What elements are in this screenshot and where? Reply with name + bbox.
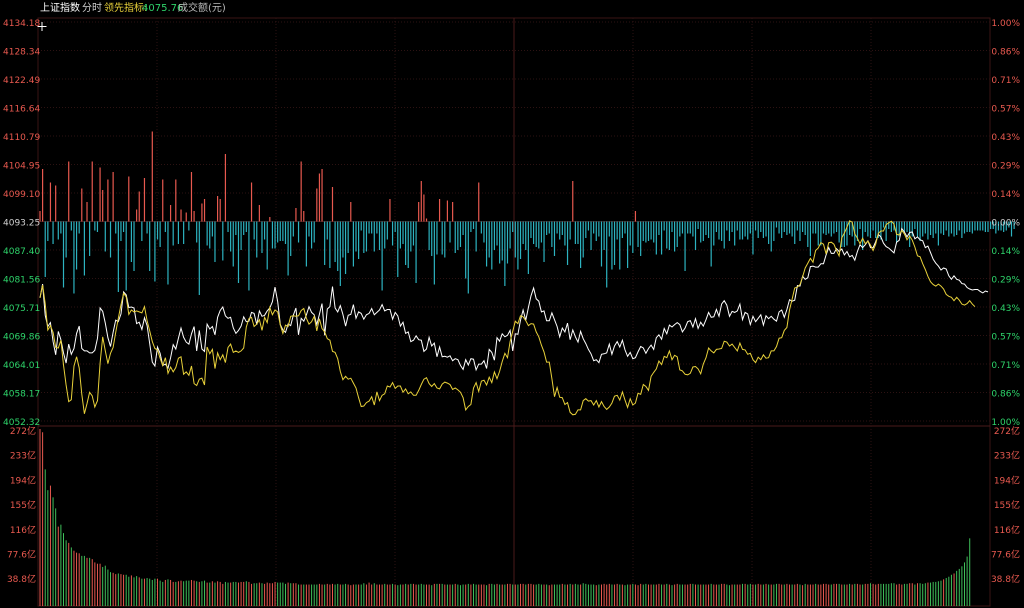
percent-tick-label: 0.29% (991, 162, 1020, 172)
volume-tick-label-right: 272亿 (994, 425, 1020, 437)
volume-tick-label-right: 116亿 (994, 524, 1020, 536)
volume-tick-label-left: 116亿 (10, 524, 36, 536)
change-bars (39, 131, 1015, 295)
volume-tick-label-right: 155亿 (994, 499, 1020, 511)
index-name[interactable]: 上证指数 (40, 3, 80, 14)
percent-tick-label: 0.43% (991, 304, 1020, 314)
volume-label: 成交额(元) (178, 3, 226, 14)
price-tick-label: 4087.40 (3, 247, 40, 257)
percent-tick-label: 0.71% (991, 361, 1020, 371)
percent-tick-label: 0.86% (991, 48, 1020, 58)
price-tick-label: 4099.10 (3, 190, 40, 200)
lead-indicator-label: 领先指标: (104, 3, 148, 14)
price-tick-label: 4116.64 (3, 105, 40, 115)
axis-labels: 4134.18 4128.34 4122.49 4116.64 4110.79 4104.… (3, 19, 1020, 585)
percent-tick-label: 0.57% (991, 105, 1020, 115)
volume-tick-label-left: 38.8亿 (7, 573, 36, 585)
price-tick-label: 4128.34 (3, 48, 40, 58)
index-price-line[interactable] (39, 227, 989, 372)
volume-tick-label-right: 77.6亿 (991, 549, 1020, 561)
price-tick-label: 4069.86 (3, 333, 40, 343)
price-tick-label: 4110.79 (3, 133, 40, 143)
chart-grid (37, 17, 991, 607)
volume-tick-label-left: 155亿 (10, 499, 36, 511)
percent-tick-label: 0.71% (991, 76, 1020, 86)
percent-tick-label: 0.57% (991, 333, 1020, 343)
chart-header: 上证指数 分时 领先指标: 4075.76 成交额(元) (0, 0, 1024, 18)
price-tick-label: 4058.17 (3, 390, 40, 400)
price-tick-label: 4075.71 (3, 304, 40, 314)
volume-tick-label-right: 233亿 (994, 450, 1020, 462)
price-tick-label: 4064.01 (3, 361, 40, 371)
price-tick-label: 4134.18 (3, 19, 40, 29)
volume-tick-label-right: 194亿 (994, 474, 1020, 486)
price-tick-label: 4104.95 (3, 162, 40, 172)
percent-tick-label: 0.00% (991, 219, 1020, 229)
percent-tick-label: 0.86% (991, 390, 1020, 400)
volume-tick-label-right: 38.8亿 (991, 573, 1020, 585)
percent-tick-label: 0.14% (991, 247, 1020, 257)
crosshair-cursor-icon[interactable] (37, 22, 47, 31)
volume-tick-label-left: 272亿 (10, 425, 36, 437)
percent-tick-label: 0.43% (991, 133, 1020, 143)
volume-tick-label-left: 233亿 (10, 450, 36, 462)
price-lines (39, 220, 989, 416)
price-tick-label: 4052.32 (3, 418, 40, 428)
volume-tick-label-left: 194亿 (10, 474, 36, 486)
volume-tick-label-left: 77.6亿 (7, 549, 36, 561)
percent-tick-label: 0.14% (991, 190, 1020, 200)
timeshare-mode[interactable]: 分时 (82, 3, 102, 14)
volume-bars (39, 429, 971, 606)
percent-tick-label: 1.00% (991, 418, 1020, 428)
percent-tick-label: 1.00% (991, 19, 1020, 29)
price-tick-label: 4081.56 (3, 276, 40, 286)
percent-tick-label: 0.29% (991, 276, 1020, 286)
lead-indicator-line[interactable] (39, 220, 976, 416)
price-tick-label: 4093.25 (3, 219, 40, 229)
price-tick-label: 4122.49 (3, 76, 40, 86)
lead-indicator-value: 4075.76 (142, 3, 184, 14)
